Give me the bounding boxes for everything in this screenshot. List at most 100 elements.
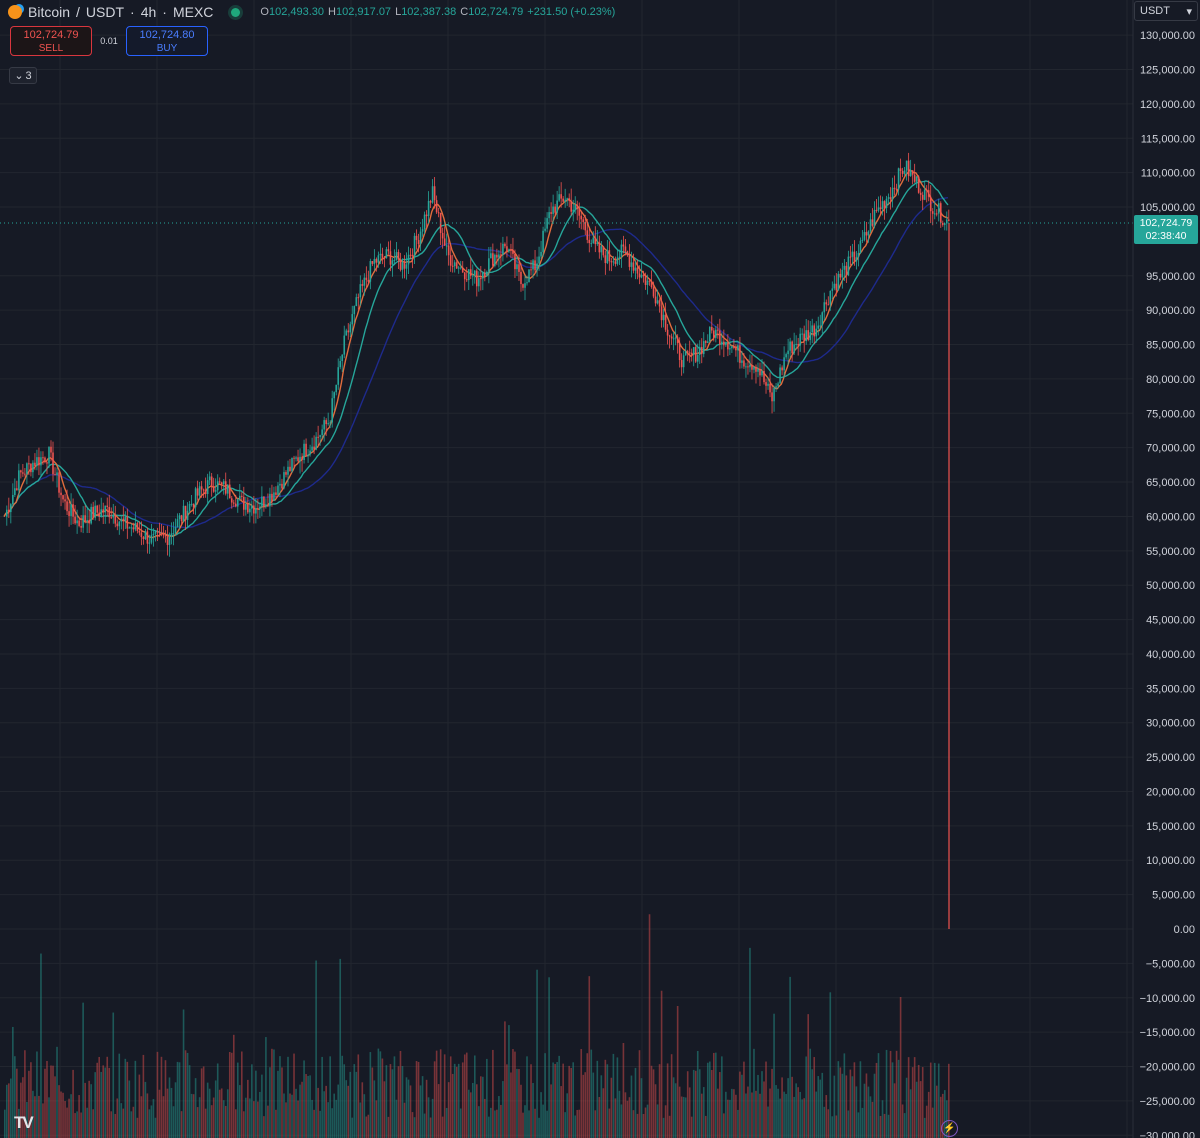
candle (210, 476, 213, 487)
volume-bar (548, 977, 550, 1138)
candle (863, 232, 866, 240)
candle (478, 278, 480, 287)
candle (931, 211, 934, 214)
market-status-icon[interactable] (231, 7, 241, 17)
volume-bar (303, 1060, 305, 1138)
volume-bar (12, 1026, 14, 1138)
candle (349, 324, 352, 333)
candle (387, 249, 390, 252)
currency-selector[interactable]: USDT ▾ (1134, 1, 1198, 21)
volume-bar (688, 1087, 691, 1138)
volume-bar (566, 1093, 568, 1138)
volume-bar (805, 1056, 807, 1138)
candle (357, 297, 360, 299)
candle (74, 516, 76, 524)
candle (178, 515, 181, 520)
candle (502, 243, 504, 255)
volume-bar (777, 1088, 779, 1138)
volume-bar (52, 1065, 54, 1138)
interval[interactable]: 4h (140, 4, 157, 20)
price-tick-label: 105,000.00 (1140, 202, 1195, 214)
trade-panel: 102,724.79 SELL 0.01 102,724.80 BUY (10, 26, 208, 56)
candle (608, 250, 611, 262)
sell-button[interactable]: 102,724.79 SELL (10, 26, 92, 56)
buy-price: 102,724.80 (139, 29, 195, 41)
tradingview-logo[interactable]: TV (14, 1113, 34, 1132)
volume-bar (654, 1084, 657, 1138)
price-tick-label: 80,000.00 (1146, 374, 1195, 386)
volume-bar (540, 1092, 542, 1138)
volume-bar (202, 1066, 205, 1138)
candle (76, 520, 78, 524)
candle (307, 454, 309, 457)
volume-bar (658, 1064, 661, 1138)
quote-currency[interactable]: USDT (85, 4, 125, 20)
candle (879, 207, 882, 210)
volume-bar (331, 1108, 333, 1138)
volume-bar (54, 1076, 56, 1138)
volume-bar (369, 1052, 372, 1138)
candle (24, 473, 26, 475)
volume-bar (708, 1061, 711, 1138)
candle (881, 201, 884, 210)
candle (271, 493, 273, 501)
volume-bar (632, 1110, 635, 1138)
symbol-name[interactable]: Bitcoin (28, 4, 71, 20)
volume-bar (937, 1063, 940, 1138)
candle (903, 170, 906, 174)
candle (612, 261, 615, 263)
candle (572, 209, 575, 212)
bitcoin-icon (8, 5, 22, 19)
candle (813, 325, 816, 337)
volume-bar (863, 1083, 866, 1138)
volume-bar (72, 1069, 74, 1138)
volume-bar (484, 1098, 486, 1138)
candle (602, 246, 605, 256)
candle (859, 240, 862, 253)
volume-bar (572, 1062, 575, 1138)
candle (532, 260, 534, 270)
volume-bar (170, 1087, 173, 1138)
indicators-count: 3 (25, 69, 32, 82)
candle (486, 271, 488, 277)
volume-bar (791, 1076, 793, 1138)
candle (132, 527, 135, 530)
candle (666, 329, 669, 336)
volume-bar (759, 1093, 761, 1138)
volume-bar (933, 1062, 936, 1138)
volume-bar (247, 1079, 249, 1138)
candle (777, 383, 779, 387)
candle (401, 261, 404, 270)
candle (594, 237, 597, 245)
candle (729, 348, 731, 350)
volume-bar (538, 1117, 540, 1138)
volume-bar (333, 1093, 335, 1138)
volume-bar (311, 1099, 313, 1138)
volume-bar (941, 1093, 944, 1138)
candle (118, 521, 121, 527)
volume-bar (180, 1111, 183, 1138)
volume-bar (275, 1109, 277, 1138)
buy-button[interactable]: 102,724.80 BUY (126, 26, 208, 56)
lightning-icon[interactable]: ⚡ (941, 1120, 958, 1137)
volume-bar (845, 1075, 848, 1138)
volume-bar (498, 1096, 500, 1138)
candle (628, 255, 631, 267)
price-tick-label: −25,000.00 (1140, 1096, 1195, 1108)
indicators-toggle-button[interactable]: ⌄ 3 (9, 67, 37, 84)
volume-bar (359, 1102, 362, 1138)
candle (809, 332, 812, 340)
exchange[interactable]: MEXC (172, 4, 214, 20)
candle (8, 509, 10, 513)
candle (590, 243, 593, 245)
candle (467, 269, 470, 281)
volume-bar (843, 1053, 846, 1138)
candle (656, 300, 659, 304)
candle (596, 242, 599, 245)
volume-bar (702, 1087, 705, 1138)
candle (885, 198, 888, 208)
candle (455, 262, 458, 269)
volume-bar (375, 1100, 378, 1138)
volume-bar (437, 1084, 440, 1138)
